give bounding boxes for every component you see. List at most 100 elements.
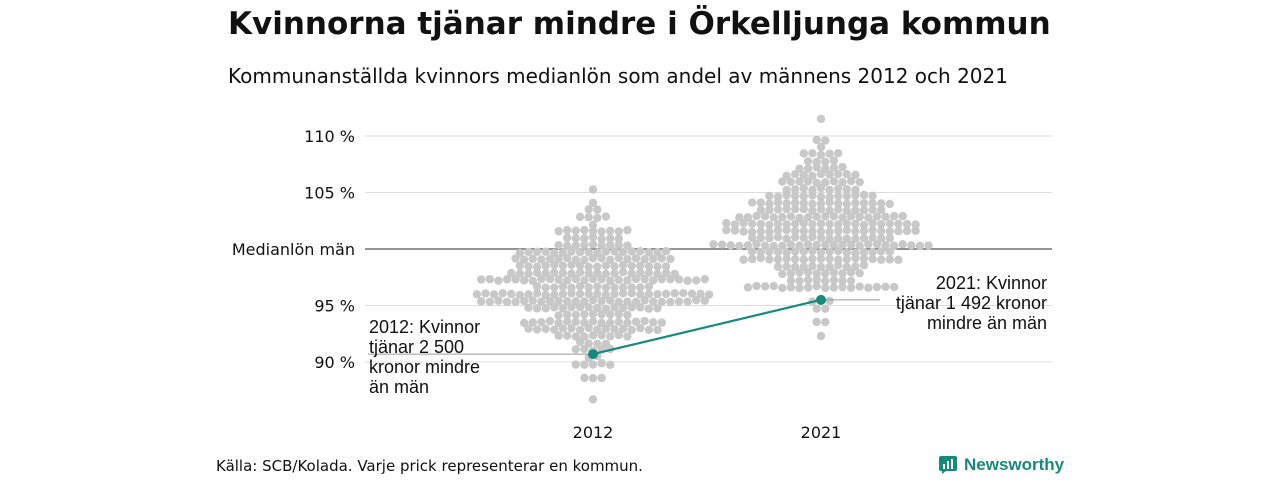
- municipality-dot: [799, 255, 808, 264]
- municipality-dot: [765, 191, 774, 201]
- municipality-dot: [868, 254, 877, 264]
- municipality-dot: [765, 205, 774, 215]
- municipality-dot: [520, 318, 529, 328]
- municipality-dot: [584, 283, 593, 292]
- newsworthy-chart-icon: [939, 456, 957, 474]
- annotation-2012-line: kronor mindre: [369, 357, 481, 377]
- municipality-dot: [812, 212, 821, 221]
- municipality-dot: [803, 212, 813, 222]
- municipality-dot: [821, 317, 830, 327]
- municipality-dot: [765, 220, 774, 229]
- municipality-dot: [674, 275, 684, 284]
- municipality-dot: [778, 283, 787, 293]
- highlight-point: [816, 294, 826, 305]
- municipality-dot: [842, 255, 851, 264]
- municipality-dot: [597, 296, 606, 306]
- municipality-dot: [889, 282, 899, 292]
- municipality-dot: [808, 232, 817, 242]
- municipality-dot: [575, 212, 585, 222]
- municipality-dot: [821, 276, 830, 286]
- municipality-dot: [550, 283, 559, 292]
- municipality-dot: [799, 226, 808, 236]
- municipality-dot: [872, 282, 882, 292]
- municipality-dot: [550, 260, 559, 270]
- municipality-dot: [644, 304, 654, 313]
- municipality-dot: [575, 247, 585, 257]
- municipality-dot: [618, 289, 628, 298]
- municipality-dot: [821, 212, 830, 221]
- municipality-dot: [730, 220, 740, 229]
- municipality-dot: [868, 218, 877, 228]
- municipality-dot: [614, 234, 623, 243]
- municipality-dot: [782, 262, 791, 271]
- municipality-dot: [567, 260, 576, 270]
- municipality-dot: [855, 268, 864, 278]
- municipality-dot: [855, 282, 864, 291]
- municipality-dot: [545, 274, 555, 284]
- municipality-dot: [808, 199, 817, 209]
- municipality-dot: [532, 262, 542, 271]
- municipality-dot: [597, 234, 606, 244]
- municipality-dot: [683, 276, 692, 285]
- municipality-dot: [558, 268, 568, 278]
- municipality-dot: [601, 212, 611, 221]
- y-tick-label: 105 %: [304, 184, 355, 203]
- municipality-dot: [769, 213, 778, 222]
- municipality-dot: [623, 241, 632, 250]
- municipality-dot: [627, 289, 636, 298]
- municipality-dot: [644, 289, 654, 299]
- municipality-dot: [816, 114, 826, 124]
- municipality-dot: [575, 289, 585, 299]
- municipality-dot: [799, 184, 808, 193]
- municipality-dot: [661, 262, 671, 271]
- municipality-dot: [537, 255, 546, 264]
- municipality-dot: [601, 290, 611, 300]
- municipality-dot: [748, 219, 757, 229]
- municipality-dot: [842, 191, 851, 201]
- municipality-dot: [618, 267, 628, 277]
- municipality-dot: [834, 226, 843, 235]
- municipality-dot: [593, 205, 602, 214]
- municipality-dot: [593, 325, 602, 334]
- municipality-dot: [593, 213, 602, 222]
- municipality-dot: [834, 220, 843, 229]
- municipality-dot: [842, 169, 851, 179]
- municipality-dot: [859, 247, 869, 257]
- municipality-dot: [606, 310, 615, 319]
- municipality-dot: [816, 248, 826, 257]
- municipality-dot: [532, 289, 542, 298]
- municipality-dot: [515, 290, 525, 300]
- municipality-dot: [661, 289, 671, 299]
- municipality-dot: [610, 283, 619, 292]
- municipality-dot: [580, 344, 589, 354]
- municipality-dot: [885, 247, 894, 256]
- municipality-dot: [825, 247, 834, 256]
- municipality-dot: [580, 310, 589, 319]
- municipality-dot: [597, 373, 606, 383]
- municipality-dot: [563, 253, 572, 263]
- municipality-dot: [580, 276, 589, 285]
- municipality-dot: [855, 241, 864, 251]
- municipality-dot: [588, 360, 598, 369]
- municipality-dot: [601, 247, 611, 256]
- municipality-dot: [498, 289, 507, 298]
- municipality-dot: [601, 261, 611, 270]
- municipality-dot: [588, 232, 598, 242]
- municipality-dot: [528, 318, 537, 327]
- municipality-dot: [834, 199, 843, 208]
- municipality-dot: [584, 323, 593, 333]
- municipality-dot: [803, 283, 813, 292]
- municipality-dot: [846, 268, 856, 277]
- municipality-dot: [885, 199, 894, 209]
- municipality-dot: [855, 212, 864, 222]
- newsworthy-logo[interactable]: Newsworthy: [938, 455, 1064, 475]
- municipality-dot: [627, 283, 636, 292]
- municipality-dot: [898, 240, 907, 249]
- municipality-dot: [786, 276, 796, 285]
- municipality-dot: [765, 255, 774, 264]
- municipality-dot: [881, 212, 890, 221]
- municipality-dot: [593, 268, 602, 278]
- municipality-dot: [640, 296, 649, 305]
- municipality-dot: [859, 220, 869, 230]
- municipality-dot: [765, 227, 774, 237]
